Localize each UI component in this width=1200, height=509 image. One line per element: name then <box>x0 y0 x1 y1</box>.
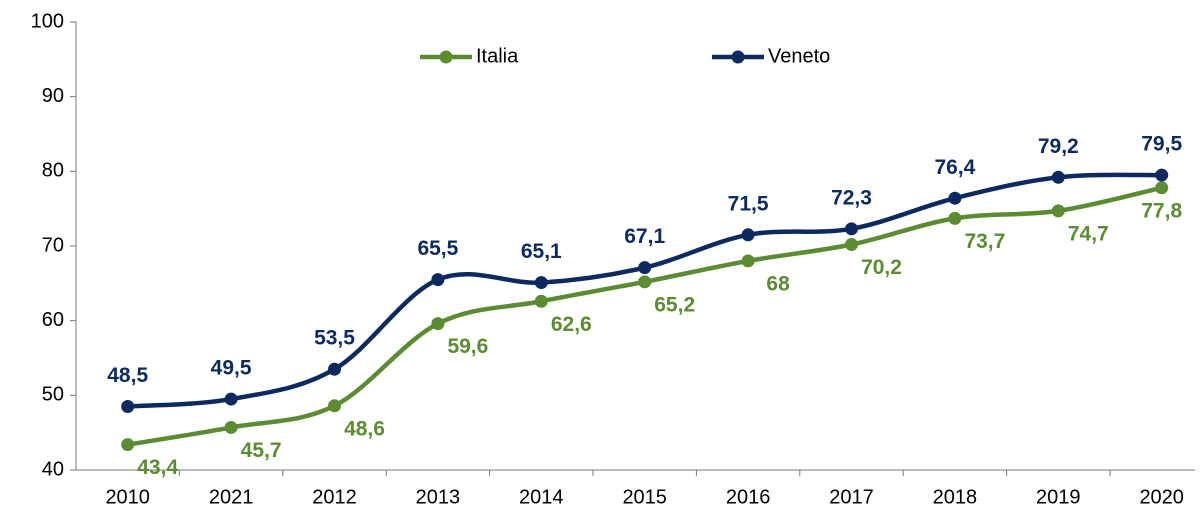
data-label: 45,7 <box>241 439 282 462</box>
data-label: 65,2 <box>654 293 695 316</box>
data-point <box>1051 204 1065 218</box>
legend-label: Italia <box>476 45 519 67</box>
legend-marker <box>731 50 745 64</box>
data-point <box>741 228 755 242</box>
legend-marker <box>439 50 453 64</box>
y-tick-label: 80 <box>42 160 64 182</box>
y-tick-label: 60 <box>42 309 64 331</box>
data-point <box>328 399 341 413</box>
data-point <box>948 191 962 205</box>
data-point <box>431 273 445 287</box>
data-point <box>1051 170 1065 184</box>
data-label: 71,5 <box>728 192 769 215</box>
data-label: 48,5 <box>107 364 148 387</box>
data-point <box>534 294 548 308</box>
data-point <box>224 420 238 434</box>
y-tick-label: 40 <box>42 458 64 480</box>
data-label: 53,5 <box>314 327 355 350</box>
x-tick-label: 2019 <box>1036 486 1081 508</box>
data-point <box>638 261 652 275</box>
data-point <box>845 222 858 236</box>
data-point <box>1155 168 1169 182</box>
data-point <box>431 317 445 331</box>
data-label: 49,5 <box>211 357 252 380</box>
x-tick-label: 2016 <box>726 486 771 508</box>
data-point <box>328 362 341 376</box>
data-label: 68 <box>766 272 790 295</box>
data-label: 48,6 <box>344 417 385 440</box>
y-tick-label: 50 <box>42 384 64 406</box>
x-tick-label: 2015 <box>622 486 667 508</box>
x-tick-label: 2010 <box>105 486 150 508</box>
data-label: 59,6 <box>447 335 488 358</box>
x-tick-label: 2012 <box>312 486 357 508</box>
data-label: 65,5 <box>417 237 458 260</box>
y-tick-label: 100 <box>31 10 64 32</box>
data-point <box>1155 181 1169 195</box>
data-point <box>121 400 135 414</box>
x-tick-label: 2021 <box>209 486 254 508</box>
data-label: 74,7 <box>1068 222 1109 245</box>
data-label: 65,1 <box>521 240 562 263</box>
x-tick-label: 2014 <box>519 486 564 508</box>
data-point <box>741 254 755 268</box>
y-tick-label: 70 <box>42 234 64 256</box>
x-tick-label: 2017 <box>829 486 874 508</box>
data-label: 67,1 <box>624 225 665 248</box>
data-label: 76,4 <box>934 156 975 179</box>
y-tick-label: 90 <box>42 85 64 107</box>
data-label: 73,7 <box>964 230 1005 253</box>
data-point <box>845 238 858 252</box>
data-label: 79,2 <box>1038 135 1079 158</box>
legend-label: Veneto <box>768 45 830 67</box>
data-label: 43,4 <box>137 456 178 479</box>
x-tick-label: 2020 <box>1139 486 1184 508</box>
data-point <box>224 392 238 406</box>
data-label: 62,6 <box>551 313 592 336</box>
data-point <box>534 276 548 290</box>
data-point <box>638 275 652 289</box>
x-tick-label: 2013 <box>416 486 461 508</box>
data-point <box>948 211 962 225</box>
series-line <box>127 172 1162 409</box>
x-tick-label: 2018 <box>933 486 978 508</box>
data-label: 77,8 <box>1141 199 1182 222</box>
data-label: 79,5 <box>1141 133 1182 156</box>
data-label: 70,2 <box>861 256 902 279</box>
data-label: 72,3 <box>831 186 872 209</box>
data-point <box>121 438 135 452</box>
